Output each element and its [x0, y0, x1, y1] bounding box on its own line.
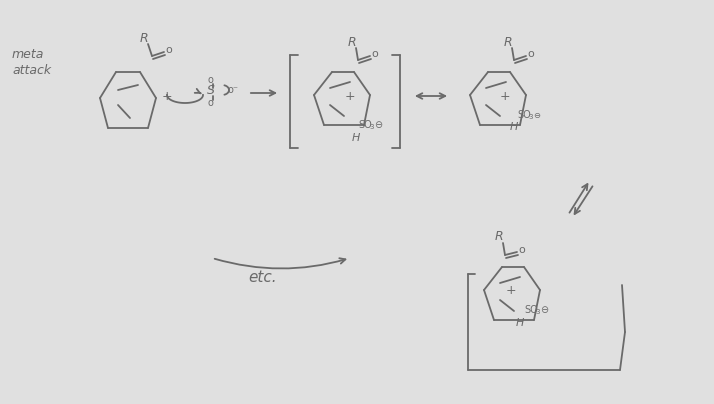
Text: ⊖: ⊖: [374, 120, 382, 130]
Text: SO: SO: [524, 305, 538, 315]
Text: SO: SO: [517, 110, 531, 120]
Text: o: o: [165, 45, 172, 55]
Text: SO: SO: [358, 120, 372, 130]
Text: o: o: [371, 49, 378, 59]
Text: meta: meta: [12, 48, 44, 61]
Text: ⊖: ⊖: [540, 305, 548, 315]
Text: +: +: [500, 90, 511, 103]
Text: R: R: [140, 32, 149, 44]
Text: +: +: [506, 284, 517, 297]
Text: ⊖: ⊖: [533, 112, 540, 120]
Text: H: H: [516, 318, 524, 328]
Text: R: R: [495, 231, 503, 244]
Text: o: o: [527, 49, 534, 59]
Text: +: +: [345, 90, 356, 103]
Text: S: S: [207, 84, 215, 97]
Text: H: H: [352, 133, 361, 143]
Text: R: R: [348, 36, 356, 48]
Text: o: o: [207, 98, 213, 108]
Text: 3: 3: [535, 309, 540, 315]
Text: 3: 3: [369, 124, 373, 130]
Text: o: o: [208, 75, 214, 85]
Text: attack: attack: [12, 63, 51, 76]
Text: o⁻: o⁻: [228, 85, 239, 95]
Text: 3: 3: [528, 114, 533, 120]
Text: +: +: [162, 90, 173, 103]
Text: etc.: etc.: [248, 271, 276, 286]
Text: o: o: [518, 245, 525, 255]
Text: H: H: [510, 122, 518, 132]
Text: R: R: [504, 36, 513, 48]
